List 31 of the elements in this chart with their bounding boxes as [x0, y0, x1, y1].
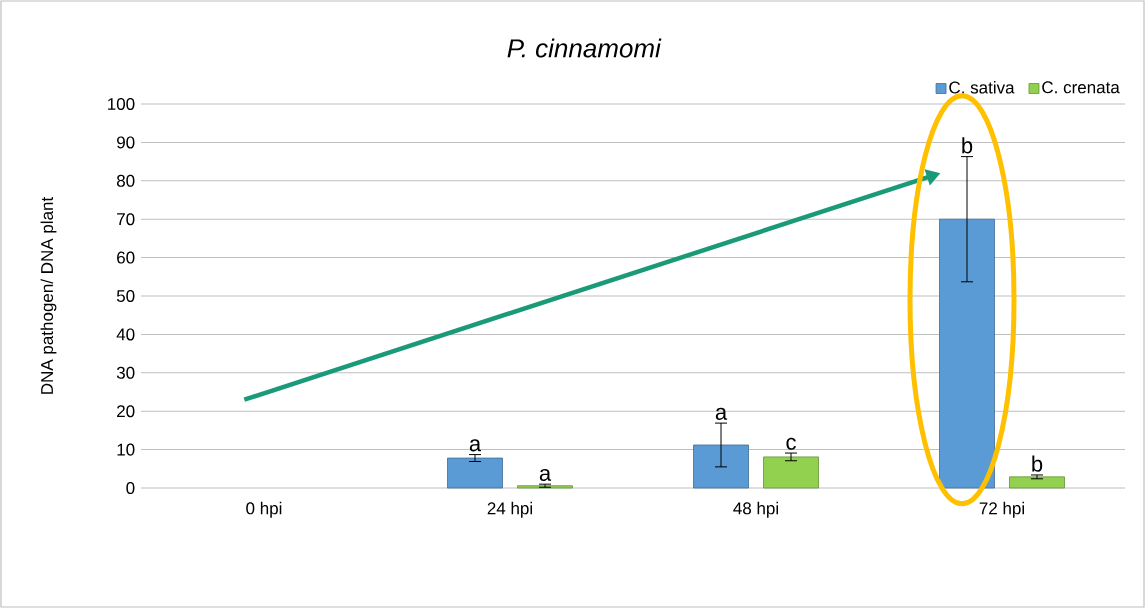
chart-title: P. cinnamomi [507, 38, 662, 58]
data-label: b [1032, 455, 1043, 472]
y-tick-label: 60 [117, 251, 135, 264]
data-label: b [962, 137, 973, 154]
legend-label: C. crenata [1042, 81, 1120, 94]
bar [447, 457, 503, 489]
bar [693, 444, 749, 489]
y-tick-label: 70 [117, 213, 135, 226]
bar [939, 218, 995, 489]
bar [517, 485, 573, 489]
bar [763, 456, 819, 489]
y-axis-title: DNA pathogen/ DNA plant [40, 196, 57, 394]
data-label: c [786, 437, 796, 450]
y-tick-label: 100 [108, 97, 135, 111]
x-tick-label: 48 hpi [733, 501, 778, 518]
y-tick-label: 20 [117, 405, 135, 418]
y-tick-label: 10 [117, 443, 135, 456]
y-tick-label: 80 [116, 174, 135, 187]
bar [1009, 476, 1065, 489]
y-tick-label: 0 [126, 481, 135, 495]
y-tick-label: 50 [116, 289, 135, 303]
x-tick-label: 24 hpi [487, 501, 532, 518]
y-tick-label: 90 [117, 136, 135, 149]
data-label: a [715, 407, 728, 420]
x-tick-label: 0 hpi [246, 501, 282, 518]
y-tick-label: 30 [116, 366, 135, 379]
data-label: a [539, 468, 552, 481]
x-tick-label: 72 hpi [979, 501, 1024, 518]
legend-label: C. sativa [949, 81, 1015, 94]
data-label: a [469, 439, 482, 452]
y-tick-label: 40 [116, 328, 135, 341]
